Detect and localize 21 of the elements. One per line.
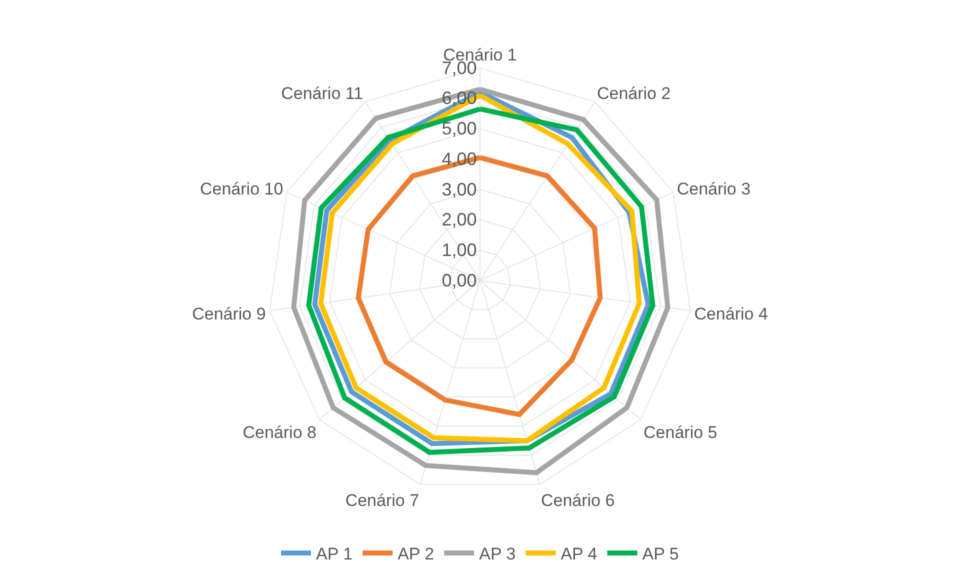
y-tick-label: 6,00 xyxy=(442,88,477,108)
spoke-label: Cenário 5 xyxy=(644,422,718,442)
legend-label: AP 1 xyxy=(316,544,353,564)
y-tick-label: 5,00 xyxy=(442,118,477,139)
y-tick-label: 2,00 xyxy=(442,210,477,230)
spoke-label: Cenário 11 xyxy=(281,84,364,103)
spoke-label: Cenário 4 xyxy=(694,304,768,324)
spoke-label: Cenário 6 xyxy=(540,491,615,510)
spoke-label: Cenário 2 xyxy=(596,84,671,103)
legend-label: AP 3 xyxy=(479,544,516,564)
legend-label: AP 2 xyxy=(398,544,434,564)
spoke-label: Cenário 8 xyxy=(242,422,316,442)
y-tick-label: 3,00 xyxy=(442,179,477,200)
spoke-label: Cenário 3 xyxy=(676,180,751,199)
spoke-label: Cenário 7 xyxy=(345,491,420,510)
spoke-label: Cenário 9 xyxy=(192,304,266,324)
legend-label: AP 5 xyxy=(642,544,679,564)
y-tick-label: 1,00 xyxy=(442,240,477,260)
legend-label: AP 4 xyxy=(560,544,598,564)
y-tick-label: 0,00 xyxy=(442,270,477,290)
spoke-label: Cenário 10 xyxy=(200,180,284,199)
